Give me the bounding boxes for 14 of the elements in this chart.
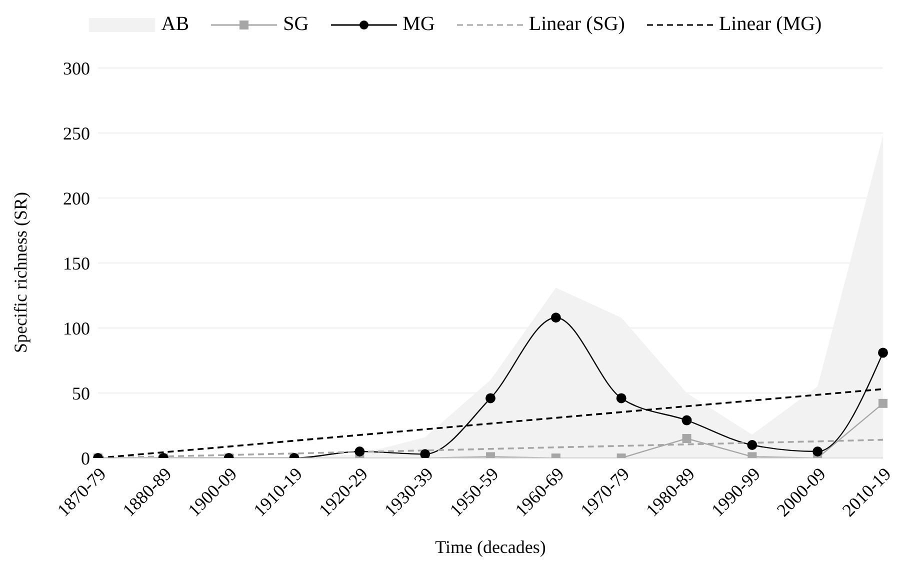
y-tick-label: 50 xyxy=(72,383,90,404)
y-tick-label: 200 xyxy=(63,188,90,208)
legend-label: Linear (SG) xyxy=(528,13,625,36)
legend-label: MG xyxy=(402,13,435,36)
x-axis-title: Time (decades) xyxy=(435,537,546,557)
legend-label: SG xyxy=(283,13,309,36)
legend-label: Linear (MG) xyxy=(718,13,822,36)
y-tick-label: 250 xyxy=(63,123,90,144)
y-axis-title: Specific richness (SR) xyxy=(10,192,30,353)
y-tick-label: 100 xyxy=(63,318,90,338)
y-tick-label: 150 xyxy=(63,253,90,274)
legend-label: AB xyxy=(161,13,190,36)
y-tick-label: 300 xyxy=(63,58,90,78)
y-tick-label: 0 xyxy=(81,448,90,468)
